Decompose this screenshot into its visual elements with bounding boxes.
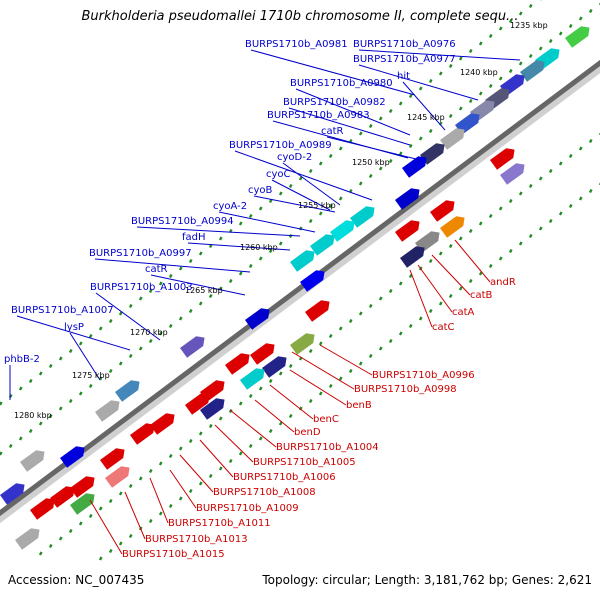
gene-feature xyxy=(115,380,140,402)
tick-dot-tracks xyxy=(0,0,600,561)
forward-gene-label: BURPS1710b_A0989 xyxy=(229,140,332,151)
gene-feature xyxy=(440,216,465,238)
gene-feature xyxy=(240,368,265,390)
scale-tick-label: 1250 kbp xyxy=(352,158,390,167)
reverse-gene-label: BURPS1710b_A0996 xyxy=(372,370,475,381)
accession-text: Accession: NC_007435 xyxy=(8,573,145,587)
gene-feature xyxy=(0,483,25,505)
gene-feature xyxy=(395,188,420,210)
forward-gene-label: BURPS1710b_A0994 xyxy=(131,216,234,227)
gene-feature xyxy=(395,220,420,242)
scale-tick-label: 1255 kbp xyxy=(298,201,336,210)
gene-feature xyxy=(490,148,515,170)
forward-gene-label: hit xyxy=(397,71,410,82)
gene-features xyxy=(0,26,590,550)
gene-feature xyxy=(430,200,455,222)
reverse-gene-label: catC xyxy=(432,322,455,333)
gene-feature xyxy=(60,446,85,468)
forward-gene-label: cyoB xyxy=(248,185,273,196)
forward-gene-label: BURPS1710b_A0980 xyxy=(290,78,393,89)
gene-feature xyxy=(50,486,75,508)
scale-tick-label: 1245 kbp xyxy=(407,113,445,122)
forward-gene-label: phbB-2 xyxy=(4,354,40,365)
gene-feature xyxy=(225,353,250,375)
forward-gene-label: BURPS1710b_A0997 xyxy=(89,248,192,259)
map-title: Burkholderia pseudomallei 1710b chromoso… xyxy=(81,9,519,24)
forward-gene-label: cyoD-2 xyxy=(277,152,312,163)
gene-feature xyxy=(310,234,335,256)
scale-tick-label: 1275 kbp xyxy=(72,371,110,380)
reverse-gene-label: BURPS1710b_A0998 xyxy=(354,384,457,395)
gene-labels: BURPS1710b_A0981 BURPS1710b_A0976 BURPS171… xyxy=(4,39,516,560)
scale-tick-label: 1235 kbp xyxy=(510,21,548,30)
forward-gene-label: BURPS1710b_A0981 xyxy=(245,39,348,50)
gene-feature xyxy=(402,156,427,178)
gene-feature xyxy=(100,448,125,470)
gene-feature xyxy=(245,308,270,330)
reverse-gene-label: benD xyxy=(294,427,321,438)
gene-feature xyxy=(180,336,205,358)
topology-text: Topology: circular; Length: 3,181,762 bp… xyxy=(262,573,592,587)
reverse-gene-label: benB xyxy=(346,400,372,411)
forward-gene-label: BURPS1710b_A1007 xyxy=(11,305,114,316)
forward-gene-label: lysP xyxy=(64,322,84,333)
reverse-gene-label: BURPS1710b_A1013 xyxy=(145,534,248,545)
gene-feature xyxy=(15,528,40,550)
gene-feature xyxy=(250,343,275,365)
gene-feature xyxy=(70,476,95,498)
gene-feature xyxy=(500,163,525,185)
reverse-gene-label: BURPS1710b_A1015 xyxy=(122,549,225,560)
reverse-gene-label: BURPS1710b_A1004 xyxy=(276,442,379,453)
reverse-gene-label: BURPS1710b_A1008 xyxy=(213,487,316,498)
forward-gene-label: BURPS1710b_A0977 xyxy=(353,54,456,65)
backbone xyxy=(0,59,600,524)
scale-tick-label: 1270 kbp xyxy=(130,328,168,337)
forward-gene-label: cyoC xyxy=(266,169,291,180)
gene-feature xyxy=(105,466,130,488)
scale-tick-label: 1280 kbp xyxy=(14,411,52,420)
reverse-gene-label: catB xyxy=(470,290,493,301)
scale-tick-label: 1265 kbp xyxy=(185,286,223,295)
forward-gene-label: cyoA-2 xyxy=(213,201,247,212)
gene-feature xyxy=(95,400,120,422)
forward-gene-label: fadH xyxy=(182,232,206,243)
forward-gene-label: catR xyxy=(145,264,168,275)
gene-feature xyxy=(30,498,55,520)
forward-gene-label: BURPS1710b_A0976 xyxy=(353,39,456,50)
forward-gene-label: catR xyxy=(321,126,344,137)
forward-gene-label: BURPS1710b_A0982 xyxy=(283,97,386,108)
gene-feature xyxy=(350,206,375,228)
reverse-gene-label: BURPS1710b_A1009 xyxy=(196,503,299,514)
gene-feature xyxy=(300,270,325,292)
gene-feature xyxy=(400,246,425,268)
gene-feature xyxy=(20,450,45,472)
scale-tick-label: 1260 kbp xyxy=(240,243,278,252)
reverse-gene-label: BURPS1710b_A1011 xyxy=(168,518,271,529)
gene-feature xyxy=(330,220,355,242)
reverse-gene-label: BURPS1710b_A1005 xyxy=(253,457,356,468)
gene-feature xyxy=(440,128,465,150)
gene-feature xyxy=(565,26,590,48)
reverse-gene-label: andR xyxy=(490,277,516,288)
gene-feature xyxy=(262,356,287,378)
gene-feature xyxy=(290,250,315,272)
forward-gene-label: BURPS1710b_A0983 xyxy=(267,110,370,121)
reverse-gene-label: BURPS1710b_A1006 xyxy=(233,472,336,483)
reverse-gene-label: benC xyxy=(313,414,339,425)
gene-feature xyxy=(70,493,95,515)
scale-ticks: 1235 kbp 1240 kbp 1245 kbp 1250 kbp 1255 kbp… xyxy=(14,21,548,420)
gene-feature xyxy=(150,413,175,435)
gene-feature xyxy=(200,398,225,420)
gene-feature xyxy=(185,393,210,415)
gene-feature xyxy=(130,423,155,445)
forward-gene-label: BURPS1710b_A1003 xyxy=(90,282,193,293)
gene-feature xyxy=(290,333,315,355)
gene-feature xyxy=(305,300,330,322)
scale-tick-label: 1240 kbp xyxy=(460,68,498,77)
reverse-gene-label: catA xyxy=(452,307,475,318)
label-leader-lines xyxy=(9,49,521,555)
gene-feature xyxy=(520,60,545,82)
